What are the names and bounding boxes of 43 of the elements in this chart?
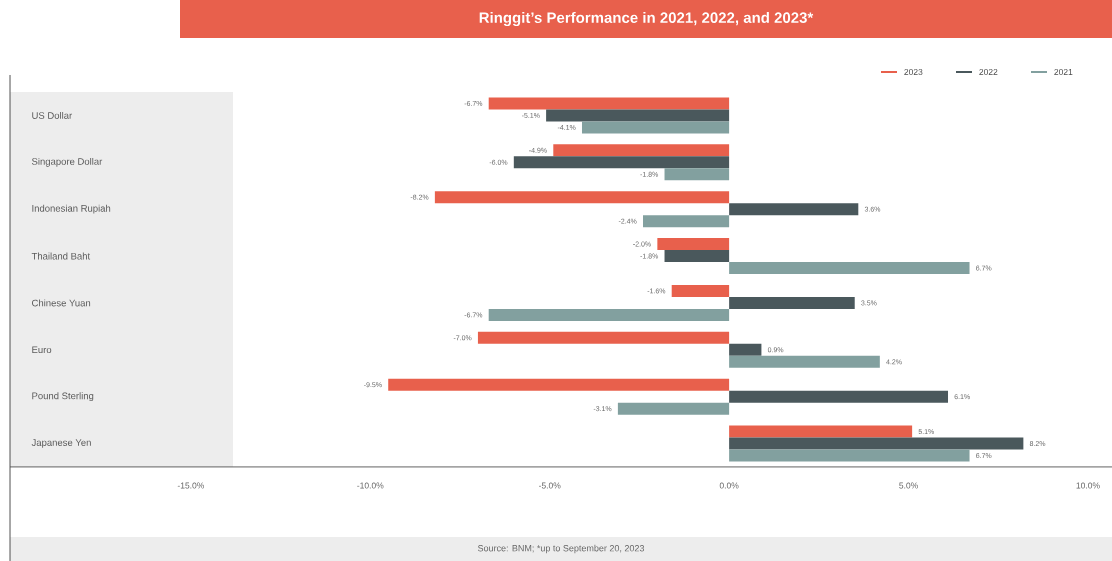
bar (664, 168, 730, 181)
y-tick-label: Pound Sterling (32, 392, 94, 402)
y-tick-label: Euro (32, 346, 52, 354)
bar (729, 296, 855, 309)
bar (671, 284, 730, 297)
bar (553, 144, 730, 157)
bar (582, 121, 730, 134)
bar (664, 250, 730, 263)
x-tick-label: 0.0% (719, 482, 739, 489)
y-tick-label: Chinese Yuan (32, 299, 91, 307)
legend-label: 2022 (979, 68, 998, 75)
bar (729, 449, 970, 462)
bar (388, 378, 730, 391)
bar (477, 331, 730, 344)
bar (643, 215, 730, 228)
bar (513, 156, 730, 169)
bar (617, 402, 730, 415)
y-tick-label: Thailand Baht (31, 252, 91, 260)
x-tick-label: 10.0% (1076, 482, 1100, 489)
y-tick-label: Indonesian Rupiah (32, 204, 111, 214)
legend-label: 2023 (904, 68, 923, 75)
x-tick-label: 5.0% (899, 482, 918, 489)
x-tick-label: -15.0% (177, 482, 205, 489)
legend-label: 2021 (1054, 68, 1073, 75)
bar (546, 109, 730, 122)
bar (488, 97, 730, 110)
bar (657, 238, 730, 251)
x-tick-label: -10.0% (357, 482, 384, 489)
chart-title: Ringgit’s Performance in 2021, 2022, and 2023* (479, 11, 814, 27)
bar (729, 425, 913, 438)
bar (488, 308, 730, 321)
y-tick-label: Japanese Yen (31, 439, 91, 448)
bar (729, 203, 859, 216)
bar (729, 390, 949, 403)
bar (729, 355, 880, 368)
source-note: Source: BNM; *up to September 20, 2023 (477, 544, 645, 554)
x-tick-label: -5.0% (538, 482, 561, 489)
bar (729, 262, 970, 275)
bar (729, 437, 1024, 450)
bar (434, 191, 730, 204)
bar (729, 343, 762, 356)
y-tick-label: US Dollar (32, 111, 73, 119)
y-tick-label: Singapore Dollar (31, 157, 103, 167)
